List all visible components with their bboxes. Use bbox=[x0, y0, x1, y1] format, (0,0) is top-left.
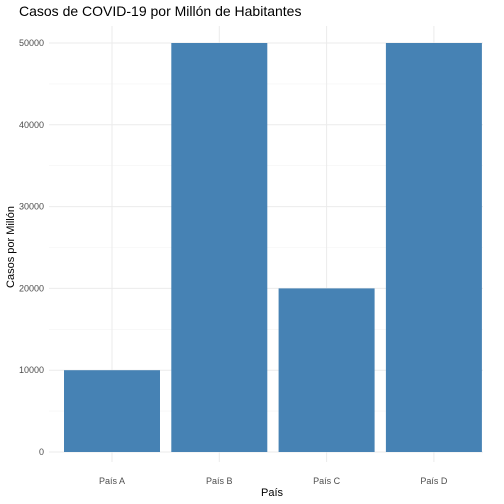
y-tick-label: 40000 bbox=[19, 120, 44, 130]
x-tick-label: País A bbox=[99, 476, 125, 486]
x-tick-label: País C bbox=[313, 476, 341, 486]
y-tick-label: 50000 bbox=[19, 38, 44, 48]
x-tick-label: País B bbox=[206, 476, 233, 486]
y-tick-labels: 0 10000 20000 30000 40000 50000 bbox=[19, 38, 44, 457]
bar-2 bbox=[171, 43, 268, 452]
y-tick-label: 30000 bbox=[19, 202, 44, 212]
chart-title: Casos de COVID-19 por Millón de Habitant… bbox=[19, 3, 301, 19]
bar-3 bbox=[278, 288, 375, 452]
x-tick-label: País D bbox=[420, 476, 448, 486]
y-tick-label: 0 bbox=[39, 447, 44, 457]
y-tick-label: 10000 bbox=[19, 365, 44, 375]
y-axis-title: Casos por Millón bbox=[5, 206, 17, 288]
bar-1 bbox=[64, 370, 160, 452]
bars bbox=[64, 43, 482, 452]
y-tick-label: 20000 bbox=[19, 283, 44, 293]
x-axis-title: País bbox=[261, 487, 284, 499]
bar-4 bbox=[385, 43, 482, 452]
x-tick-labels: País A País B País C País D bbox=[99, 476, 448, 486]
